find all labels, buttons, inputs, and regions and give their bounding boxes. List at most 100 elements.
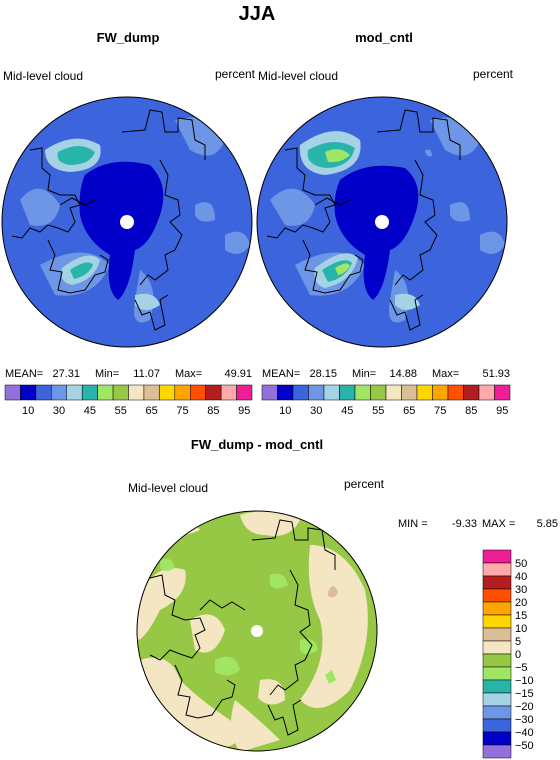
panel-1-pole-marker: [120, 215, 134, 229]
colorbar-tick-label: 85: [207, 405, 219, 417]
panel-1-mean-label: MEAN=: [5, 368, 43, 380]
colorbar-swatch: [447, 384, 464, 401]
colorbar-swatch: [482, 666, 512, 681]
colorbar-swatch: [354, 384, 371, 401]
colorbar-tick-label: 55: [372, 405, 384, 417]
panel-difference: FW_dump - mod_cntl Mid-level cloud perce…: [128, 437, 558, 759]
panel-2-mean-value: 28.15: [309, 368, 337, 380]
colorbar-swatch: [482, 601, 512, 616]
colorbar-swatch: [482, 692, 512, 707]
colorbar-swatch: [35, 384, 52, 401]
panel-1-min-value: 11.07: [133, 368, 160, 380]
colorbar-swatch: [482, 640, 512, 655]
colorbar-swatch: [482, 588, 512, 603]
colorbar-swatch: [339, 384, 356, 401]
colorbar-swatch: [463, 384, 480, 401]
colorbar-swatch: [20, 384, 37, 401]
colorbar-tick-label: −40: [515, 727, 534, 739]
panel-2-title: mod_cntl: [355, 30, 413, 45]
colorbar-swatch: [482, 718, 512, 733]
colorbar-swatch: [4, 384, 21, 401]
colorbar-tick-label: 10: [22, 405, 34, 417]
colorbar-tick-label: 40: [515, 571, 527, 583]
colorbar-tick-label: 45: [341, 405, 353, 417]
panel-2-colorbar: 10 30 45 55 65 75 85 95: [261, 384, 511, 417]
colorbar-tick-label: 20: [515, 597, 527, 609]
colorbar-swatch: [478, 384, 495, 401]
colorbar-swatch: [112, 384, 129, 401]
panel-1-max-label: Max=: [175, 368, 202, 380]
panel-1-units-label: percent: [215, 67, 256, 81]
colorbar-tick-label: 75: [176, 405, 188, 417]
colorbar-tick-label: 65: [403, 405, 415, 417]
colorbar-swatch: [277, 384, 294, 401]
colorbar-swatch: [174, 384, 191, 401]
colorbar-swatch: [159, 384, 176, 401]
colorbar-tick-label: 45: [84, 405, 96, 417]
panel-3-title: FW_dump - mod_cntl: [191, 437, 323, 452]
colorbar-tick-label: 5: [515, 636, 521, 648]
colorbar-tick-label: −10: [515, 675, 534, 687]
panel-1-colorbar: 10 30 45 55 65 75 85 95: [4, 384, 253, 417]
panel-3-min-label: MIN =: [398, 518, 428, 530]
colorbar-tick-label: 15: [515, 610, 527, 622]
colorbar-swatch: [128, 384, 145, 401]
colorbar-swatch: [482, 679, 512, 694]
colorbar-swatch: [482, 627, 512, 642]
colorbar-swatch: [385, 384, 402, 401]
panel-1-mean-value: 27.31: [52, 368, 80, 380]
colorbar-swatch: [323, 384, 340, 401]
colorbar-swatch: [308, 384, 325, 401]
panel-3-max-label: MAX =: [482, 518, 515, 530]
colorbar-tick-label: 75: [434, 405, 446, 417]
panel-3-max-value: 5.85: [537, 518, 558, 530]
colorbar-swatch: [494, 384, 511, 401]
colorbar-swatch: [482, 575, 512, 590]
colorbar-swatch: [482, 549, 512, 564]
colorbar-swatch: [261, 384, 278, 401]
colorbar-swatch: [205, 384, 222, 401]
panel-1-variable-label: Mid-level cloud: [3, 69, 83, 83]
colorbar-swatch: [416, 384, 433, 401]
panel-2-max-label: Max=: [432, 368, 459, 380]
panel-2-units-label: percent: [473, 67, 514, 81]
colorbar-swatch: [482, 731, 512, 746]
colorbar-tick-label: 95: [496, 405, 508, 417]
colorbar-tick-label: 30: [515, 584, 527, 596]
panel-1-min-label: Min=: [95, 368, 119, 380]
colorbar-swatch: [66, 384, 83, 401]
colorbar-swatch: [143, 384, 160, 401]
panel-2-pole-marker: [375, 215, 389, 229]
colorbar-swatch: [370, 384, 387, 401]
colorbar-swatch: [220, 384, 237, 401]
panel-mod-cntl: mod_cntl Mid-level cloud percent: [256, 30, 514, 417]
colorbar-swatch: [482, 562, 512, 577]
colorbar-swatch: [432, 384, 449, 401]
panel-2-min-label: Min=: [352, 368, 376, 380]
figure-title: JJA: [239, 3, 276, 25]
panel-3-min-value: -9.33: [452, 518, 477, 530]
colorbar-swatch: [401, 384, 418, 401]
colorbar-swatch: [482, 705, 512, 720]
colorbar-tick-label: −20: [515, 701, 534, 713]
colorbar-tick-label: 10: [515, 623, 527, 635]
colorbar-swatch: [97, 384, 114, 401]
panel-2-mean-label: MEAN=: [262, 368, 300, 380]
panel-3-units-label: percent: [344, 477, 385, 491]
colorbar-swatch: [236, 384, 253, 401]
panel-3-variable-label: Mid-level cloud: [128, 481, 208, 495]
colorbar-tick-label: 95: [238, 405, 250, 417]
panel-fw-dump: FW_dump Mid-level cloud percent: [1, 30, 256, 417]
colorbar-tick-label: 10: [279, 405, 291, 417]
colorbar-tick-label: −50: [515, 740, 534, 752]
panel-1-title: FW_dump: [97, 30, 160, 45]
colorbar-tick-label: −15: [515, 688, 534, 700]
colorbar-swatch: [292, 384, 309, 401]
colorbar-swatch: [81, 384, 98, 401]
colorbar-swatch: [482, 614, 512, 629]
panel-2-variable-label: Mid-level cloud: [258, 69, 338, 83]
panel-2-min-value: 14.88: [389, 368, 417, 380]
panel-3-pole-marker: [251, 625, 263, 637]
